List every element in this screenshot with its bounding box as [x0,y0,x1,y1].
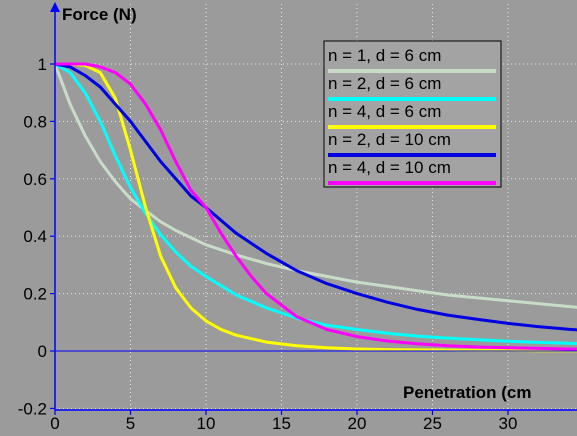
legend-box [323,40,502,188]
series-line-1 [53,62,577,309]
series-layer [53,62,577,353]
x-tick-label-30: 30 [499,414,518,433]
y-tick-label-4: 0.6 [23,170,47,189]
y-tick-label-2: 0.2 [23,285,47,304]
x-tick-label-20: 20 [348,414,367,433]
y-axis-arrow [50,2,60,12]
legend-entry-label-2: n = 2, d = 6 cm [328,74,441,93]
grid [55,4,577,410]
y-tick-label-5: 0.8 [23,112,47,131]
x-tick-label-10: 10 [197,414,216,433]
x-tick-label-15: 15 [272,414,291,433]
x-tick-label-0: 0 [50,414,59,433]
y-axis-title: Force (N) [62,5,137,24]
tick-labels: 0 5 10 15 20 25 30-0.200.20.40.60.81 [18,55,518,433]
series-line-3 [53,62,577,353]
legend-entry-label-3: n = 4, d = 6 cm [328,102,441,121]
y-tick-label-6: 1 [38,55,47,74]
y-tick-label-1: 0 [38,342,47,361]
series-line-2 [53,62,577,346]
x-tick-label-5: 5 [126,414,135,433]
y-tick-label-3: 0.4 [23,227,47,246]
x-axis-title: Penetration (cm [403,383,531,402]
legend-entry-label-4: n = 2, d = 10 cm [328,130,451,149]
legend-entry-label-1: n = 1, d = 6 cm [328,46,441,65]
legend-entry-label-5: n = 4, d = 10 cm [328,158,451,177]
series-line-4 [53,62,577,332]
x-tick-label-25: 25 [423,414,442,433]
legend: n = 1, d = 6 cm n = 2, d = 6 cm n = 4, d =… [323,40,502,188]
series-line-5 [53,62,577,351]
axes [50,2,577,415]
y-tick-label-0: -0.2 [18,399,47,418]
